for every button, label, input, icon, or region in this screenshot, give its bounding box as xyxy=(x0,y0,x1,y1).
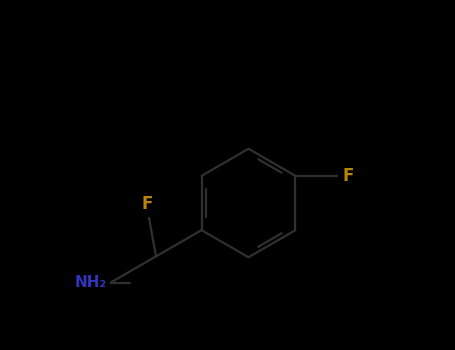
Text: F: F xyxy=(343,167,354,185)
Text: NH₂: NH₂ xyxy=(75,275,107,290)
Text: F: F xyxy=(142,195,153,212)
